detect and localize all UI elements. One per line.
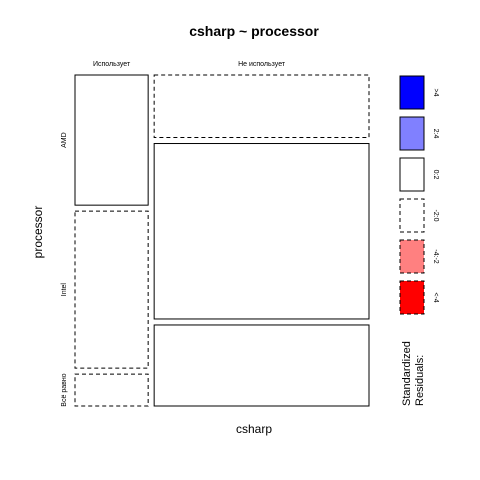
mosaic-cell [153, 324, 370, 407]
legend-label: -4:-2 [432, 249, 439, 264]
mosaic-cell [74, 373, 149, 407]
x-category-label: Не использует [238, 61, 286, 68]
chart-title: csharp ~ processor [189, 23, 319, 39]
legend-swatch [399, 116, 425, 151]
legend-title: Standardized Residuals: [401, 338, 426, 406]
y-category-label: Всё равно [61, 373, 68, 406]
mosaic-cell [74, 210, 149, 369]
legend-swatch [399, 157, 425, 192]
legend-swatch [399, 280, 425, 315]
y-category-label: Intel [61, 283, 68, 297]
legend-swatch [399, 239, 425, 274]
legend-swatch [399, 75, 425, 110]
x-axis-title: csharp [236, 422, 272, 436]
legend-title-line-1: Standardized [401, 341, 413, 406]
legend-label: -2:0 [432, 209, 439, 221]
x-category-label: Использует [93, 61, 131, 68]
y-axis-title: processor [31, 206, 45, 259]
legend-label: 0:2 [432, 170, 439, 180]
legend-label: >4 [432, 89, 439, 97]
legend-label: <-4 [432, 292, 439, 302]
mosaic-cell [153, 74, 370, 139]
legend-title-line-2: Residuals: [414, 355, 426, 406]
y-category-label: AMD [61, 132, 68, 148]
legend-swatch [399, 198, 425, 233]
mosaic-cell [153, 143, 370, 320]
mosaic-cell [74, 74, 149, 206]
legend-label: 2:4 [432, 129, 439, 139]
